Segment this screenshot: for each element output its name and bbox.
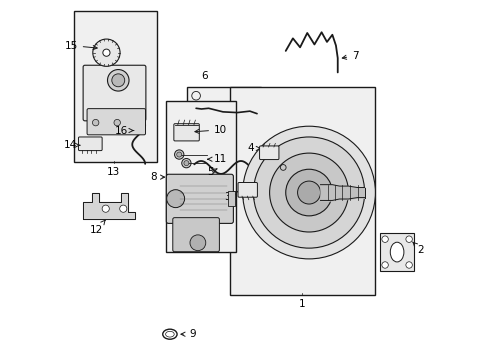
Circle shape [93, 39, 120, 66]
FancyBboxPatch shape [78, 137, 102, 150]
Text: 6: 6 [202, 71, 208, 81]
Text: 4: 4 [247, 143, 260, 153]
Ellipse shape [389, 242, 403, 262]
Circle shape [285, 169, 332, 216]
FancyBboxPatch shape [174, 124, 199, 141]
Text: 13: 13 [107, 167, 120, 177]
FancyBboxPatch shape [172, 218, 219, 252]
Text: 14: 14 [63, 140, 80, 150]
Circle shape [174, 150, 183, 159]
Circle shape [381, 262, 387, 268]
Circle shape [381, 236, 387, 242]
Circle shape [242, 126, 375, 259]
Ellipse shape [165, 331, 174, 337]
Text: 3: 3 [224, 192, 237, 202]
FancyBboxPatch shape [166, 174, 233, 224]
Text: 16: 16 [115, 126, 133, 135]
Circle shape [102, 49, 110, 56]
Ellipse shape [163, 329, 177, 339]
Circle shape [405, 236, 411, 242]
Circle shape [269, 153, 348, 232]
Circle shape [102, 205, 109, 212]
Bar [230, 87, 375, 295]
Text: 8: 8 [150, 172, 164, 182]
Circle shape [253, 137, 364, 248]
Bar [165, 101, 235, 252]
Text: 1: 1 [298, 299, 305, 309]
Circle shape [182, 158, 191, 168]
Text: 10: 10 [195, 125, 227, 135]
Circle shape [176, 152, 182, 157]
Text: 2: 2 [412, 242, 423, 255]
Circle shape [114, 120, 120, 126]
Circle shape [190, 235, 205, 251]
Text: 11: 11 [207, 154, 227, 164]
Circle shape [112, 74, 124, 87]
FancyBboxPatch shape [87, 109, 145, 135]
Bar [379, 233, 413, 271]
Text: 12: 12 [90, 220, 105, 235]
Circle shape [107, 69, 129, 91]
Circle shape [405, 262, 411, 268]
Polygon shape [83, 193, 135, 220]
Text: 9: 9 [181, 329, 195, 339]
Bar [187, 87, 260, 162]
Circle shape [92, 120, 99, 126]
Text: 7: 7 [342, 50, 358, 60]
FancyBboxPatch shape [238, 183, 257, 197]
Circle shape [297, 181, 320, 204]
Circle shape [120, 205, 126, 212]
Text: 15: 15 [64, 41, 97, 50]
Circle shape [183, 161, 188, 166]
FancyBboxPatch shape [83, 65, 145, 121]
Bar [74, 12, 156, 162]
FancyBboxPatch shape [259, 146, 278, 159]
Text: 5: 5 [207, 167, 217, 177]
Bar [228, 192, 234, 206]
Circle shape [166, 190, 184, 208]
